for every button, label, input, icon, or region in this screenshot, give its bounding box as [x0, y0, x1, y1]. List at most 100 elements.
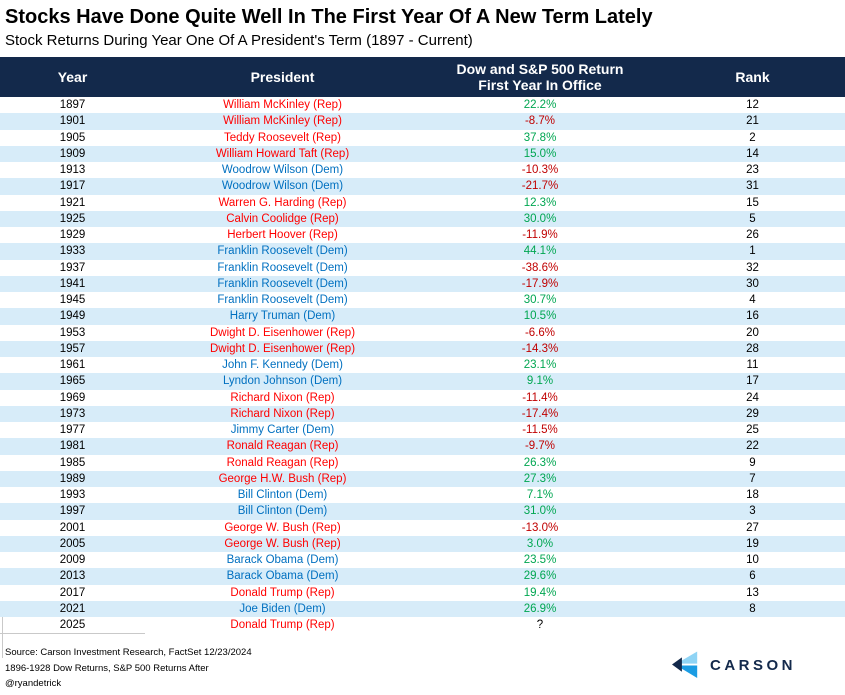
return-cell: 30.7%	[523, 294, 557, 306]
return-cell: 22.2%	[523, 99, 557, 111]
return-cell: -8.7%	[524, 115, 556, 128]
return-cell: 27.3%	[523, 472, 557, 485]
president-cell: Donald Trump (Rep)	[230, 586, 335, 599]
president-cell: Teddy Roosevelt (Rep)	[224, 131, 341, 144]
rank-cell: 23	[746, 164, 759, 176]
source-text: Source: Carson Investment Research, Fact…	[5, 647, 252, 658]
return-cell: -17.9%	[521, 277, 559, 290]
rank-cell: 10	[746, 554, 759, 566]
year-cell: 1901	[59, 115, 86, 128]
return-cell: 9.1%	[526, 375, 554, 388]
rank-cell: 30	[746, 277, 759, 290]
rank-cell: 19	[746, 537, 759, 550]
table-row: 1917 Woodrow Wilson (Dem) -21.7% 31	[0, 178, 845, 195]
president-cell: George H.W. Bush (Rep)	[218, 472, 347, 485]
year-cell: 2013	[59, 570, 86, 583]
return-cell: -10.3%	[521, 164, 559, 176]
return-cell: 30.0%	[523, 212, 557, 225]
president-cell: William McKinley (Rep)	[223, 99, 342, 111]
rank-cell: 24	[746, 391, 759, 404]
rank-cell: 7	[749, 472, 756, 485]
year-cell: 1965	[59, 375, 86, 388]
president-cell: Warren G. Harding (Rep)	[218, 196, 347, 209]
president-cell: Bill Clinton (Dem)	[237, 505, 328, 518]
rank-cell: 4	[749, 294, 756, 306]
president-cell: William McKinley (Rep)	[223, 115, 342, 128]
gridline-artifact-horizontal	[0, 633, 145, 634]
year-cell: 1929	[59, 229, 86, 241]
return-cell: -14.3%	[521, 342, 559, 355]
footer-block: Source: Carson Investment Research, Fact…	[5, 645, 252, 692]
president-cell: Woodrow Wilson (Dem)	[221, 164, 344, 176]
president-cell: Franklin Roosevelt (Dem)	[217, 294, 348, 306]
year-cell: 1969	[59, 391, 86, 404]
president-cell: Calvin Coolidge (Rep)	[226, 212, 339, 225]
column-header-year: Year	[57, 69, 88, 85]
rank-cell: 12	[746, 99, 759, 111]
president-cell: Franklin Roosevelt (Dem)	[217, 277, 348, 290]
data-note-text: 1896-1928 Dow Returns, S&P 500 Returns A…	[5, 662, 209, 674]
table-row: 1933 Franklin Roosevelt (Dem) 44.1% 1	[0, 243, 845, 260]
president-cell: Richard Nixon (Rep)	[230, 407, 335, 420]
president-cell: Donald Trump (Rep)	[230, 619, 335, 631]
rank-cell	[660, 617, 845, 633]
table-row: 1965 Lyndon Johnson (Dem) 9.1% 17	[0, 373, 845, 390]
return-cell: -17.4%	[521, 407, 559, 420]
year-cell: 1909	[59, 147, 86, 160]
carson-logo-icon	[672, 651, 698, 679]
rank-cell: 16	[746, 310, 759, 323]
president-cell: George W. Bush (Rep)	[224, 521, 341, 534]
table-row: 1937 Franklin Roosevelt (Dem) -38.6% 32	[0, 259, 845, 276]
return-cell: -11.5%	[522, 424, 558, 436]
president-cell: Woodrow Wilson (Dem)	[221, 180, 344, 193]
return-cell: 26.9%	[523, 602, 557, 615]
rank-cell: 5	[749, 212, 756, 225]
president-cell: John F. Kennedy (Dem)	[222, 359, 343, 371]
table-row: 1945 Franklin Roosevelt (Dem) 30.7% 4	[0, 292, 845, 309]
return-cell: -6.6%	[524, 326, 556, 339]
year-cell: 1997	[59, 505, 86, 518]
year-cell: 1925	[59, 212, 86, 225]
year-cell: 1953	[59, 326, 86, 339]
president-cell: Lyndon Johnson (Dem)	[222, 375, 343, 388]
year-cell: 2005	[59, 537, 86, 550]
return-cell: -11.9%	[522, 229, 558, 241]
year-cell: 2025	[59, 619, 86, 631]
year-cell: 1989	[59, 472, 86, 485]
rank-cell: 8	[749, 602, 756, 615]
twitter-handle: @ryandetrick	[5, 678, 62, 689]
return-cell: 3.0%	[526, 537, 554, 550]
table-row: 1993 Bill Clinton (Dem) 7.1% 18	[0, 487, 845, 504]
year-cell: 1973	[59, 407, 86, 420]
return-cell: -21.7%	[521, 180, 559, 193]
table-row: 1921 Warren G. Harding (Rep) 12.3% 15	[0, 194, 845, 211]
chart-title: Stocks Have Done Quite Well In The First…	[5, 6, 653, 28]
return-cell: 44.1%	[523, 245, 557, 258]
return-cell: 19.4%	[523, 586, 557, 599]
return-cell: ?	[536, 619, 544, 631]
rank-cell: 21	[746, 115, 759, 128]
table-row: 2005 George W. Bush (Rep) 3.0% 19	[0, 535, 845, 552]
gridline-artifact-vertical	[2, 617, 3, 658]
table-row: 2013 Barack Obama (Dem) 29.6% 6	[0, 568, 845, 585]
rank-cell: 20	[746, 326, 759, 339]
column-header-return-line1: Dow and S&P 500 Return	[456, 61, 624, 77]
year-cell: 1981	[59, 440, 86, 453]
return-cell: 23.5%	[523, 554, 557, 566]
table-row: 1913 Woodrow Wilson (Dem) -10.3% 23	[0, 162, 845, 179]
column-header-president: President	[250, 69, 315, 85]
president-cell: Franklin Roosevelt (Dem)	[217, 245, 348, 258]
year-cell: 1949	[59, 310, 86, 323]
table-row: 1929 Herbert Hoover (Rep) -11.9% 26	[0, 227, 845, 244]
rank-cell: 28	[746, 342, 759, 355]
rank-cell: 18	[746, 489, 759, 501]
rank-cell: 29	[746, 407, 759, 420]
year-cell: 2017	[59, 586, 86, 599]
year-cell: 1961	[59, 359, 86, 371]
table-body: 1897 William McKinley (Rep) 22.2% 12 1901 Wil…	[0, 97, 845, 634]
table-row: 1973 Richard Nixon (Rep) -17.4% 29	[0, 405, 845, 422]
table-row: 1969 Richard Nixon (Rep) -11.4% 24	[0, 389, 845, 406]
president-cell: Barack Obama (Dem)	[226, 570, 339, 583]
table-row: 2001 George W. Bush (Rep) -13.0% 27	[0, 519, 845, 536]
president-cell: Jimmy Carter (Dem)	[230, 424, 335, 436]
